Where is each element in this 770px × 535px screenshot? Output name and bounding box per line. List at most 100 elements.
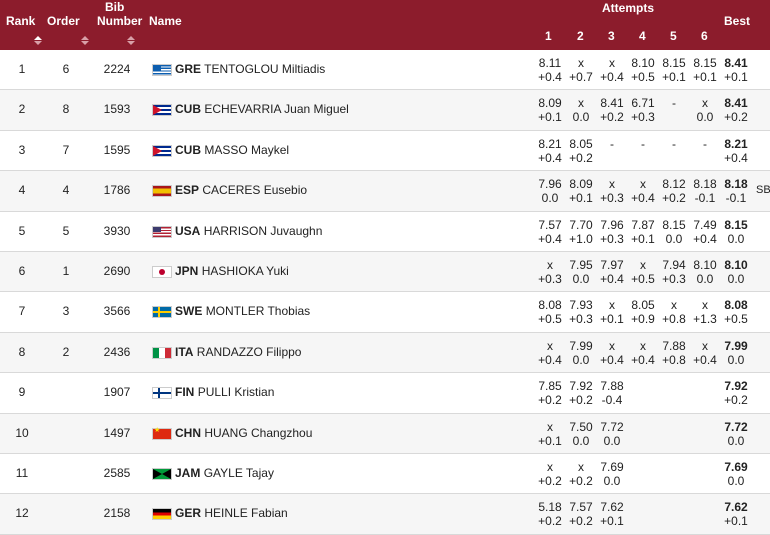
attempt-mark: x <box>640 257 646 272</box>
attempt-wind: +0.2 <box>569 150 593 165</box>
bib-cell: 3566 <box>103 304 131 319</box>
order-sort-icon[interactable] <box>80 36 90 45</box>
attempt-cell: 8.12 +0.2 <box>659 177 689 205</box>
attempt-6-header: 6 <box>701 29 708 43</box>
athlete-name-text: HEINLE Fabian <box>204 506 288 521</box>
best-mark: 7.69 <box>724 459 748 474</box>
attempt-mark: 8.05 <box>569 136 593 151</box>
athlete-name[interactable]: CUB MASSO Maykel <box>175 131 289 170</box>
athlete-name[interactable]: GRE TENTOGLOU Miltiadis <box>175 50 325 89</box>
attempt-mark: 7.57 <box>538 217 562 232</box>
bib-sort-icon[interactable] <box>126 36 136 45</box>
table-row[interactable]: 1 6 2224 GRE TENTOGLOU Miltiadis 8.11 +0.4 x +0… <box>0 50 770 91</box>
attempt-cell: 8.10 0.0 <box>690 258 720 286</box>
rank-header[interactable]: Rank <box>6 14 36 28</box>
athlete-name[interactable]: USA HARRISON Juvaughn <box>175 212 322 251</box>
attempt-wind: +0.5 <box>538 312 562 327</box>
athlete-name-text: HASHIOKA Yuki <box>201 263 289 278</box>
attempt-mark: 7.70 <box>569 217 593 232</box>
attempt-mark: x <box>609 56 615 70</box>
table-row[interactable]: 2 8 1593 CUB ECHEVARRIA Juan Miguel 8.09 +0.1… <box>0 90 770 131</box>
attempt-mark: 7.93 <box>569 298 593 313</box>
attempt-cell: 7.99 0.0 <box>566 339 596 367</box>
athlete-name[interactable]: JPN HASHIOKA Yuki <box>175 252 289 291</box>
country-code: ESP <box>175 183 200 198</box>
best-cell: 7.99 0.0 <box>718 339 754 367</box>
attempt-wind: +0.2 <box>662 191 686 206</box>
attempt-mark: 7.85 <box>538 379 562 394</box>
flag-icon <box>152 225 172 238</box>
flag-icon <box>152 104 172 117</box>
bib-header-line1[interactable]: Bib <box>105 0 125 14</box>
best-wind: 0.0 <box>727 352 745 367</box>
attempt-cell: 8.09 +0.1 <box>566 177 596 205</box>
bib-header-line2[interactable]: Number <box>97 14 143 28</box>
table-row[interactable]: 7 3 3566 SWE MONTLER Thobias 8.08 +0.5 7.93 +0.… <box>0 292 770 333</box>
attempt-cell: 8.15 +0.1 <box>690 56 720 84</box>
table-row[interactable]: 6 1 2690 JPN HASHIOKA Yuki x +0.3 7.95 0.0 7.97 +… <box>0 251 770 293</box>
attempt-wind: +0.2 <box>569 514 593 529</box>
rank-cell: 12 <box>15 506 29 521</box>
attempt-wind: 0.0 <box>603 473 621 488</box>
best-wind: +0.2 <box>724 393 748 408</box>
table-row[interactable]: 4 4 1786 ESP CACERES Eusebio 7.96 0.0 8.09 +0.1… <box>0 171 770 212</box>
best-cell: 7.72 0.0 <box>718 420 754 448</box>
athlete-name[interactable]: JAM GAYLE Tajay <box>175 454 274 493</box>
attempt-cell: 8.41 +0.2 <box>597 96 627 124</box>
best-cell: 7.92 +0.2 <box>718 379 754 407</box>
attempt-wind: +0.1 <box>538 433 562 448</box>
table-row[interactable]: 5 5 3930 USA HARRISON Juvaughn 7.57 +0.4 7.70 +… <box>0 212 770 252</box>
attempt-wind: +0.1 <box>600 312 624 327</box>
attempt-cell: x +0.5 <box>628 258 658 286</box>
rank-cell: 10 <box>15 425 29 440</box>
athlete-name[interactable]: SWE MONTLER Thobias <box>175 292 310 331</box>
athlete-name[interactable]: CHN HUANG Changzhou <box>175 414 312 453</box>
attempt-cell: 8.18 -0.1 <box>690 177 720 205</box>
attempt-mark: x <box>640 338 646 353</box>
attempt-cell: x +0.3 <box>535 258 565 286</box>
attempt-wind: +0.1 <box>569 191 593 206</box>
table-row[interactable]: 8 2 2436 ITA RANDAZZO Filippo x +0.4 7.99 0.0 x +… <box>0 332 770 374</box>
attempt-wind: +0.4 <box>693 352 717 367</box>
attempt-mark: x <box>547 257 553 272</box>
attempt-cell: 5.18 +0.2 <box>535 500 565 528</box>
athlete-name-text: PULLI Kristian <box>197 385 275 400</box>
attempt-cell: - <box>690 137 720 151</box>
attempt-cell: 7.50 0.0 <box>566 420 596 448</box>
athlete-name[interactable]: GER HEINLE Fabian <box>175 494 288 533</box>
flag-icon <box>152 265 172 278</box>
attempt-cell: 8.05 +0.2 <box>566 137 596 165</box>
table-row[interactable]: 3 7 1595 CUB MASSO Maykel 8.21 +0.4 8.05 +0.2- -… <box>0 131 770 172</box>
attempt-wind: +0.2 <box>600 110 624 125</box>
attempt-cell: x 0.0 <box>690 96 720 124</box>
flag-icon <box>152 185 172 198</box>
attempt-wind: 0.0 <box>572 433 590 448</box>
country-code: GER <box>175 506 202 521</box>
name-header[interactable]: Name <box>149 14 182 28</box>
table-row[interactable]: 9 1907 FIN PULLI Kristian 7.85 +0.2 7.92 +0.2 7… <box>0 373 770 414</box>
attempt-mark: 7.69 <box>600 459 624 474</box>
athlete-name[interactable]: ESP CACERES Eusebio <box>175 171 307 210</box>
attempt-mark: 8.12 <box>662 177 686 192</box>
athlete-name[interactable]: FIN PULLI Kristian <box>175 373 274 412</box>
attempt-wind: 0.0 <box>696 271 714 286</box>
rank-cell: 5 <box>18 223 26 238</box>
attempt-mark: 6.71 <box>631 96 655 111</box>
best-mark: 7.92 <box>724 379 748 394</box>
attempt-wind: 0.0 <box>572 271 590 286</box>
attempt-cell: - <box>659 96 689 110</box>
table-row[interactable]: 12 2158 GER HEINLE Fabian 5.18 +0.2 7.57 +0.2 7… <box>0 494 770 535</box>
rank-sort-icon[interactable] <box>33 36 43 45</box>
country-code: CUB <box>175 102 201 117</box>
attempt-mark: x <box>547 419 553 434</box>
best-mark: 8.41 <box>724 96 748 111</box>
attempt-mark: 7.99 <box>569 338 593 353</box>
table-row[interactable]: 11 2585 JAM GAYLE Tajay x +0.2 x +0.2 7.69 0.0 7.… <box>0 454 770 495</box>
table-row[interactable]: 101497CHN HUANG Changzhoux+0.17.500.07.7… <box>0 413 770 454</box>
athlete-name[interactable]: ITA RANDAZZO Filippo <box>175 333 301 372</box>
attempt-wind: +0.4 <box>631 352 655 367</box>
attempt-cell: x +0.4 <box>690 339 720 367</box>
order-header[interactable]: Order <box>47 14 80 28</box>
athlete-name[interactable]: CUB ECHEVARRIA Juan Miguel <box>175 90 349 129</box>
attempt-mark: x <box>609 298 615 313</box>
